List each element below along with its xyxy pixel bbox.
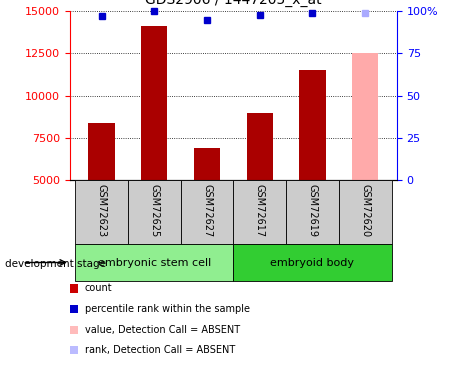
Text: embryonic stem cell: embryonic stem cell (98, 258, 211, 267)
Bar (194, 148, 220, 180)
Bar (234, 244, 391, 281)
Bar (128, 180, 181, 244)
Bar (339, 180, 391, 244)
Text: percentile rank within the sample: percentile rank within the sample (85, 304, 250, 314)
Text: GSM72625: GSM72625 (149, 184, 159, 238)
Title: GDS2906 / 1447205_x_at: GDS2906 / 1447205_x_at (145, 0, 322, 8)
Bar (181, 180, 234, 244)
Text: value, Detection Call = ABSENT: value, Detection Call = ABSENT (85, 325, 240, 335)
Text: development stage: development stage (5, 260, 106, 269)
Bar (141, 26, 167, 180)
Text: embryoid body: embryoid body (271, 258, 354, 267)
Bar (234, 180, 286, 244)
Bar (352, 54, 378, 180)
Bar (299, 70, 326, 180)
Text: rank, Detection Call = ABSENT: rank, Detection Call = ABSENT (85, 345, 235, 355)
Text: count: count (85, 284, 112, 294)
Text: GSM72619: GSM72619 (308, 184, 318, 237)
Bar (286, 180, 339, 244)
Text: GSM72623: GSM72623 (97, 184, 106, 238)
Bar (75, 244, 234, 281)
Text: GSM72620: GSM72620 (360, 184, 370, 238)
Text: GSM72617: GSM72617 (255, 184, 265, 238)
Text: GSM72627: GSM72627 (202, 184, 212, 238)
Bar (75, 180, 128, 244)
Bar (247, 112, 273, 180)
Bar (88, 123, 115, 180)
